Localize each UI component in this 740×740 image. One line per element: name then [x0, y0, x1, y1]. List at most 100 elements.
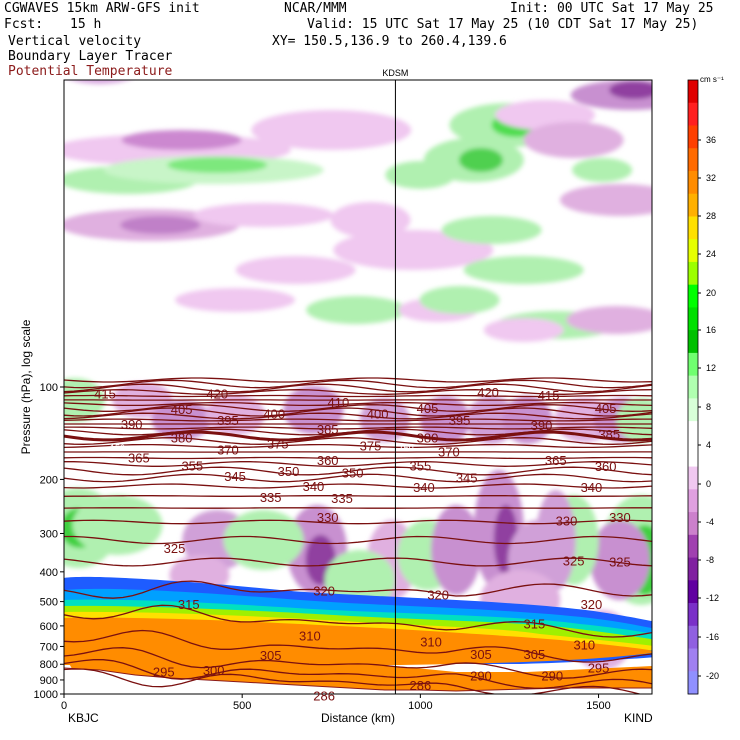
colorbar-swatch: [688, 193, 698, 217]
theta-label-405: 405: [171, 402, 193, 417]
org-label: NCAR/MMM: [284, 1, 347, 16]
colorbar-swatch: [688, 534, 698, 559]
theta-label-415: 415: [538, 388, 560, 403]
vv-blob: [458, 148, 503, 172]
theta-label-340: 340: [581, 480, 603, 495]
vv-blob: [223, 510, 304, 570]
y-tick-label: 700: [40, 641, 58, 653]
theta-label-355: 355: [410, 458, 432, 473]
colorbar-label: 4: [706, 440, 711, 450]
y-tick-label: 800: [40, 659, 58, 671]
model-title: CGWAVES 15km ARW-GFS init: [4, 1, 200, 16]
theta-label-400: 400: [263, 407, 285, 422]
colorbar-swatch: [688, 330, 698, 354]
colorbar-swatch: [688, 352, 698, 377]
theta-contour: [64, 437, 652, 445]
theta-label-390: 390: [121, 417, 143, 432]
theta-contour: [64, 383, 652, 393]
theta-label-400: 400: [367, 407, 389, 422]
theta-label-370: 370: [217, 443, 239, 458]
colorbar-label: -4: [706, 517, 714, 527]
colorbar-swatch: [688, 671, 698, 695]
vv-blob: [121, 130, 242, 150]
theta-label-305: 305: [524, 647, 546, 662]
colorbar-label: 20: [706, 288, 716, 298]
theta-contour: [64, 580, 652, 599]
theta-contour: [64, 394, 652, 398]
colorbar-swatch: [688, 603, 698, 627]
theta-contour: [64, 535, 652, 545]
xy-range: XY= 150.5,136.9 to 260.4,139.6: [272, 34, 507, 49]
colorbar-label: 8: [706, 402, 711, 412]
station-label-right: KIND: [624, 711, 653, 725]
theta-contour: [64, 430, 652, 442]
theta-label-345: 345: [456, 470, 478, 485]
theta-label-345: 345: [224, 469, 246, 484]
theta-label-395: 395: [217, 413, 239, 428]
theta-label-335: 335: [331, 491, 353, 506]
y-tick-label: 300: [40, 528, 58, 540]
theta-contour: [64, 659, 652, 689]
theta-label-415: 415: [94, 387, 116, 402]
theta-contour: [64, 557, 652, 567]
theta-contour: [64, 377, 652, 383]
theta-contour: [64, 473, 652, 483]
theta-label-320: 320: [581, 597, 603, 612]
theta-contour: [64, 389, 652, 395]
vv-blob: [419, 286, 500, 314]
theta-contour: [64, 407, 652, 417]
vv-blob: [330, 202, 411, 238]
tropopause-label: 150: [399, 443, 414, 453]
vv-blob: [72, 495, 163, 555]
colorbar-label: -12: [706, 593, 719, 603]
y-tick-label: 600: [40, 621, 58, 633]
colorbar-label: -20: [706, 671, 719, 681]
y-tick-label: 1000: [34, 689, 58, 701]
colorbar-label: -8: [706, 555, 714, 565]
theta-label-355: 355: [181, 458, 203, 473]
theta-label-375: 375: [267, 437, 289, 452]
fcst-label: Fcst:: [4, 17, 44, 32]
y-tick-label: 900: [40, 675, 58, 687]
theta-contour: [64, 647, 652, 679]
station-label-left: KBJC: [68, 711, 99, 725]
colorbar-swatch: [688, 261, 698, 286]
theta-label-300: 300: [203, 663, 225, 678]
vv-blob: [385, 161, 456, 189]
colorbar-label: 36: [706, 135, 716, 145]
theta-label-370: 370: [438, 444, 460, 459]
theta-label-380: 380: [417, 430, 439, 445]
x-tick-label: 1500: [586, 700, 610, 712]
fcst-value: 15 h: [70, 17, 102, 32]
theta-contour: [64, 401, 652, 407]
theta-contour: [64, 456, 652, 460]
tropopause-label: 150: [110, 443, 125, 453]
tracer-orange: [64, 617, 652, 665]
theta-label-385: 385: [317, 422, 339, 437]
field-vertical-velocity: Vertical velocity: [8, 34, 142, 49]
theta-label-325: 325: [164, 541, 186, 556]
vv-blob: [572, 158, 633, 182]
theta-label-335: 335: [260, 490, 282, 505]
colorbar-swatch: [688, 284, 698, 308]
colorbar-swatch: [688, 466, 698, 490]
theta-label-420: 420: [477, 385, 499, 400]
theta-label-380: 380: [171, 430, 193, 445]
theta-contour: [64, 483, 652, 489]
vv-blob: [523, 122, 624, 158]
theta-label-330: 330: [609, 510, 631, 525]
vv-blob: [463, 256, 584, 284]
colorbar-label: -16: [706, 632, 719, 642]
theta-label-410: 410: [328, 395, 350, 410]
theta-label-395: 395: [449, 413, 471, 428]
colorbar-swatch: [688, 125, 698, 149]
valid-time: Valid: 15 UTC Sat 17 May 25 (10 CDT Sat …: [307, 17, 699, 32]
theta-contour: [64, 668, 643, 694]
colorbar-label: 0: [706, 479, 711, 489]
theta-label-315: 315: [524, 617, 546, 632]
theta-label-390: 390: [531, 418, 553, 433]
colorbar-frame: [687, 79, 699, 695]
vv-blob: [483, 318, 564, 342]
theta-label-305: 305: [260, 648, 282, 663]
colorbar-swatch: [688, 512, 698, 536]
